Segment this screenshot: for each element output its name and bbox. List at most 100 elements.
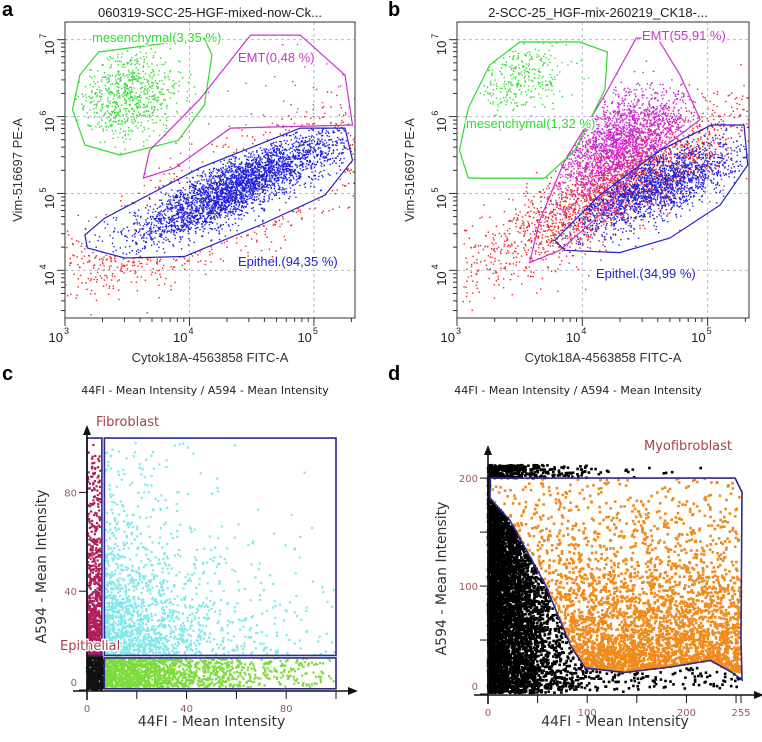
data-point	[302, 205, 304, 207]
data-point	[185, 226, 188, 229]
data-point	[526, 186, 528, 189]
data-point	[235, 182, 238, 184]
data-point	[242, 167, 244, 169]
data-point	[304, 186, 306, 188]
data-point	[197, 198, 199, 200]
data-point	[105, 105, 107, 107]
data-point	[102, 130, 104, 132]
data-point	[133, 71, 135, 74]
data-point	[217, 175, 219, 177]
data-point	[260, 250, 263, 252]
data-point	[270, 156, 273, 159]
data-point	[105, 88, 107, 90]
data-point	[143, 59, 145, 61]
data-point	[189, 221, 191, 223]
data-point	[215, 229, 218, 232]
data-point	[131, 59, 133, 62]
data-point	[111, 242, 114, 244]
data-point	[247, 169, 249, 171]
data-point	[307, 148, 310, 151]
data-point	[297, 207, 299, 210]
data-point	[147, 80, 149, 83]
data-point	[251, 156, 253, 158]
data-point	[176, 110, 178, 113]
data-point	[630, 194, 632, 196]
data-point	[224, 183, 226, 185]
data-point	[113, 133, 115, 135]
data-point	[207, 202, 209, 204]
data-point	[257, 174, 259, 176]
data-point	[195, 211, 197, 213]
data-point	[179, 196, 181, 198]
data-point	[234, 188, 237, 190]
data-point	[190, 215, 192, 217]
data-point	[265, 163, 268, 166]
data-point	[285, 158, 287, 160]
gate-mesenchymal[interactable]	[71, 37, 213, 156]
data-point	[157, 96, 159, 99]
data-point	[222, 170, 224, 172]
data-point	[259, 184, 261, 186]
data-point	[281, 168, 284, 170]
data-point	[273, 154, 275, 156]
data-point	[302, 154, 304, 156]
data-point	[123, 228, 125, 230]
data-point	[193, 216, 195, 218]
data-point	[111, 74, 114, 77]
data-point	[264, 167, 266, 169]
data-point	[559, 263, 561, 266]
data-point	[218, 204, 220, 206]
data-point	[332, 208, 334, 210]
data-point	[329, 158, 331, 161]
data-point	[171, 215, 173, 217]
data-point	[184, 213, 186, 216]
data-point	[133, 75, 135, 78]
data-point	[257, 165, 259, 168]
data-point	[257, 160, 260, 162]
data-point	[236, 178, 238, 180]
data-point	[281, 157, 283, 159]
data-point	[264, 154, 267, 156]
data-point	[97, 123, 99, 125]
data-point	[98, 126, 101, 128]
data-point	[136, 80, 138, 82]
data-point	[268, 263, 270, 266]
data-point	[325, 145, 327, 147]
data-point	[257, 154, 260, 156]
data-point	[152, 208, 155, 210]
data-point	[285, 191, 288, 194]
data-point	[252, 186, 254, 188]
data-point	[295, 141, 297, 143]
data-point	[208, 224, 211, 226]
data-point	[276, 191, 278, 194]
data-point	[177, 195, 179, 197]
data-point	[93, 264, 96, 266]
data-point	[139, 47, 142, 49]
data-point	[79, 266, 81, 268]
data-point	[179, 71, 182, 74]
data-point	[98, 100, 101, 103]
data-point	[283, 156, 285, 159]
data-point	[202, 209, 205, 211]
data-point	[112, 110, 115, 113]
data-point	[258, 178, 260, 180]
data-point	[538, 247, 540, 249]
data-point	[200, 174, 203, 177]
data-point	[548, 203, 551, 206]
data-point	[179, 198, 182, 201]
data-point	[274, 76, 276, 78]
data-point	[176, 210, 178, 212]
data-point	[303, 141, 305, 143]
data-point	[252, 192, 254, 195]
data-point	[178, 211, 180, 214]
data-point	[316, 140, 319, 143]
panel-label-a: a	[2, 0, 14, 21]
data-point	[212, 203, 215, 205]
data-point	[216, 212, 218, 214]
data-point	[314, 178, 317, 180]
data-point	[109, 55, 111, 58]
data-point	[302, 169, 305, 171]
data-point	[148, 135, 151, 137]
data-point	[267, 169, 269, 171]
